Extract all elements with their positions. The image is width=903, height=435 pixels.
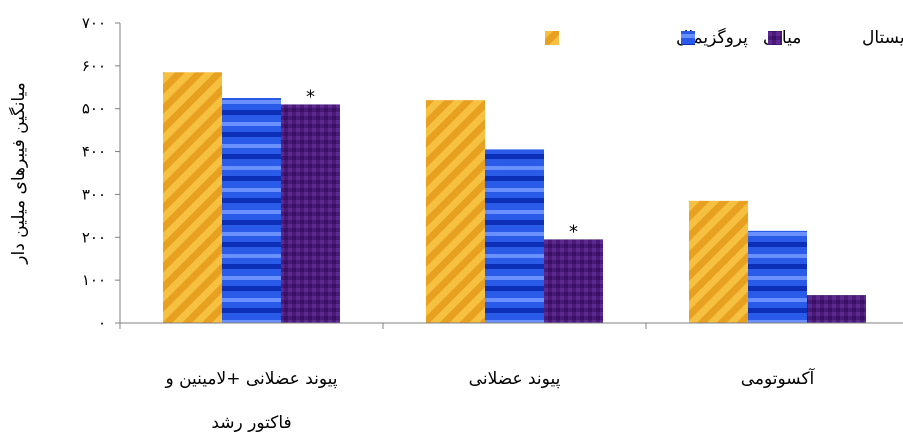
category-label-line2: فاکتور رشد xyxy=(211,413,291,433)
y-tick-label: ۲۰۰ xyxy=(82,228,106,246)
bar-دیستال-2 xyxy=(807,295,866,323)
category-label: آکسوتومی xyxy=(741,367,816,389)
bar-پروگزیمال-0 xyxy=(163,72,222,324)
bar-پروگزیمال-2 xyxy=(689,200,748,323)
legend-label-2: دیستال xyxy=(862,28,903,48)
y-tick-label: ۷۰۰ xyxy=(82,14,106,32)
bars xyxy=(163,72,866,324)
x-axis: پیوند عضلانی +لامینین و فاکتور رشد پیوند ع… xyxy=(119,322,903,433)
bar-میانی-1 xyxy=(485,149,544,323)
bar-میانی-0 xyxy=(222,98,281,323)
y-axis-label-group: میانگین فیبرهای میلین دار xyxy=(8,82,29,264)
y-tick-label: ۰ xyxy=(98,314,106,332)
y-tick-label: ۶۰۰ xyxy=(82,57,106,75)
y-tick-label: ۴۰۰ xyxy=(82,143,106,161)
legend-swatch-0 xyxy=(545,31,559,45)
bar-دیستال-0 xyxy=(281,104,340,323)
legend-swatch-2 xyxy=(768,31,782,45)
y-tick-label: ۱۰۰ xyxy=(82,271,106,289)
y-axis: ۰ ۱۰۰ ۲۰۰ ۳۰۰ ۴۰۰ ۵۰۰ ۶۰۰ ۷۰۰ xyxy=(82,14,121,332)
legend: پروگزیمالمیانیدیستال xyxy=(545,27,903,48)
y-tick-label: ۵۰۰ xyxy=(82,100,106,118)
significance-marker: * xyxy=(306,86,315,107)
annotations: ** xyxy=(306,86,578,242)
category-label: پیوند عضلانی xyxy=(469,369,561,389)
bar-میانی-2 xyxy=(748,230,807,323)
significance-marker: * xyxy=(569,221,578,242)
bar-پروگزیمال-1 xyxy=(426,100,485,324)
y-axis-label: میانگین فیبرهای میلین دار xyxy=(8,82,29,264)
y-tick-label: ۳۰۰ xyxy=(82,185,106,203)
category-label: پیوند عضلانی +لامینین و xyxy=(164,369,337,389)
legend-swatch-1 xyxy=(681,31,695,45)
bar-دیستال-1 xyxy=(544,239,603,323)
